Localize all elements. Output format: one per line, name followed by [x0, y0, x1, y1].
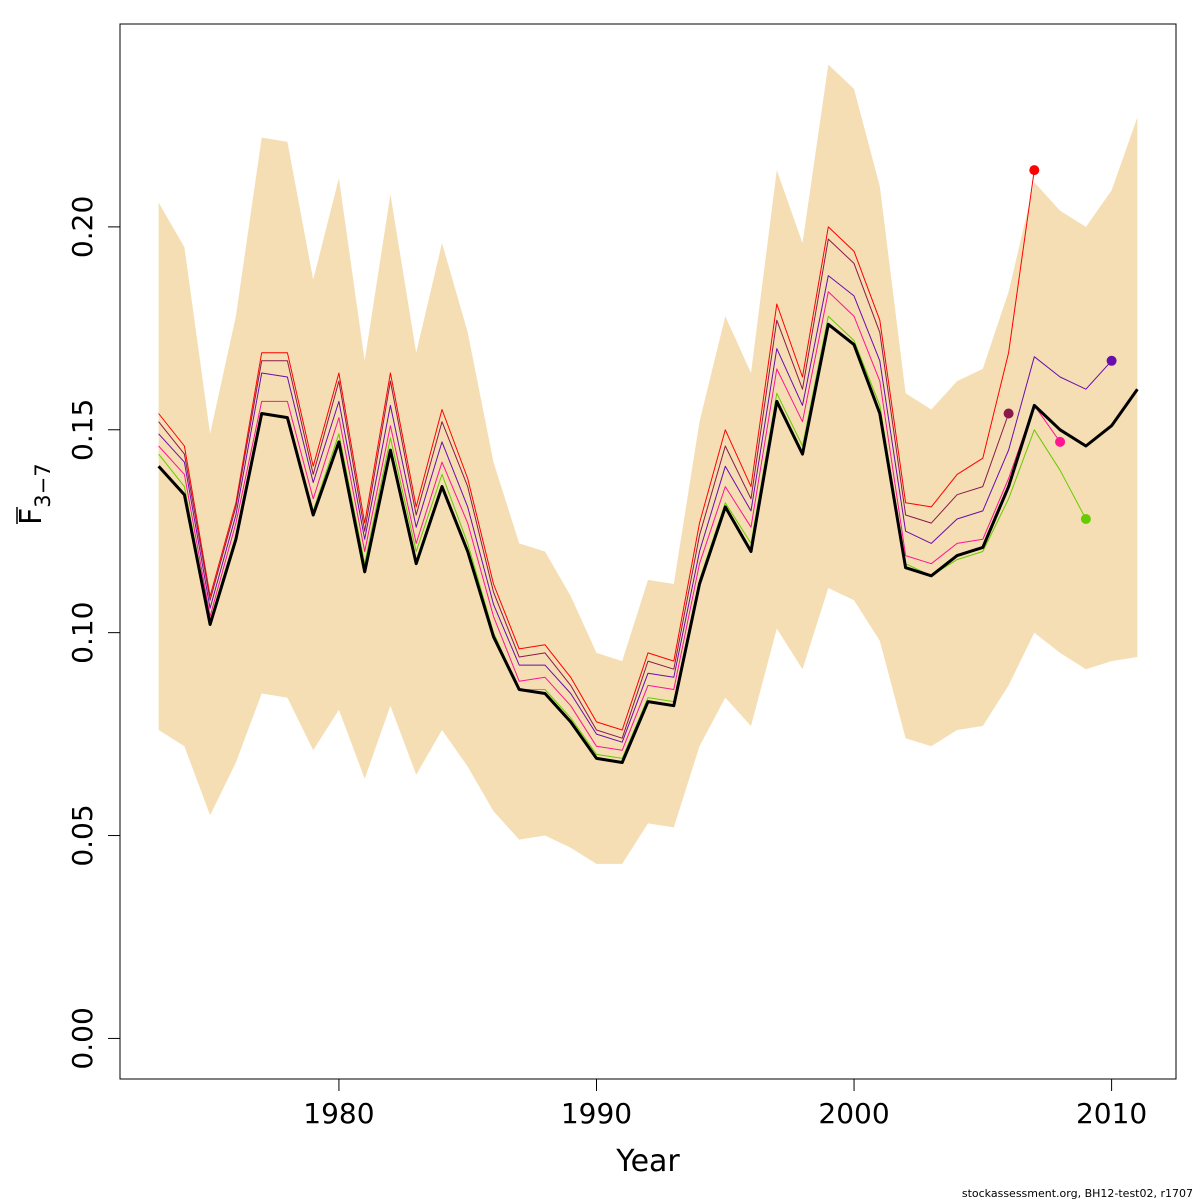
endpoint-layer	[1003, 165, 1117, 524]
x-tick-label-2000: 2000	[818, 1097, 889, 1130]
plot-frame	[119, 23, 1177, 1080]
series-endpoint-5	[1080, 514, 1091, 524]
series-line-4	[158, 291, 1061, 751]
x-tick-label-1990: 1990	[561, 1097, 632, 1130]
y-axis: 0.00 0.05 0.10 0.15 0.20	[66, 196, 120, 1070]
series-endpoint-4	[1055, 436, 1066, 447]
x-axis: 1980 1990 2000 2010	[303, 1079, 1147, 1130]
series-line-3	[158, 275, 1112, 743]
series-line-2	[158, 238, 1010, 739]
series-endpoint-2	[1003, 408, 1014, 419]
x-tick-label-2010: 2010	[1076, 1097, 1147, 1130]
series-endpoint-1	[1029, 165, 1040, 176]
footer-credit: stockassessment.org, BH12-test02, r1707	[962, 1187, 1193, 1200]
y-axis-title: F3−7	[14, 463, 55, 525]
y-tick-label-0.20: 0.20	[66, 196, 99, 258]
series-endpoint-3	[1106, 355, 1117, 366]
series-layer	[157, 170, 1139, 764]
confidence-band	[158, 64, 1138, 864]
y-tick-label-0.15: 0.15	[66, 399, 99, 461]
confidence-band-layer	[158, 64, 1138, 864]
svg-text:F3−7: F3−7	[14, 463, 55, 525]
y-tick-label-0.10: 0.10	[66, 602, 99, 664]
y-axis-title-subscript: 3−7	[31, 463, 55, 507]
y-tick-label-0.00: 0.00	[66, 1007, 99, 1069]
x-axis-title: Year	[615, 1144, 680, 1179]
y-tick-label-0.05: 0.05	[66, 804, 99, 866]
y-axis-title-main: F	[14, 508, 49, 525]
x-tick-label-1980: 1980	[303, 1097, 374, 1130]
series-line-6	[157, 322, 1139, 764]
series-line-1	[158, 170, 1035, 731]
